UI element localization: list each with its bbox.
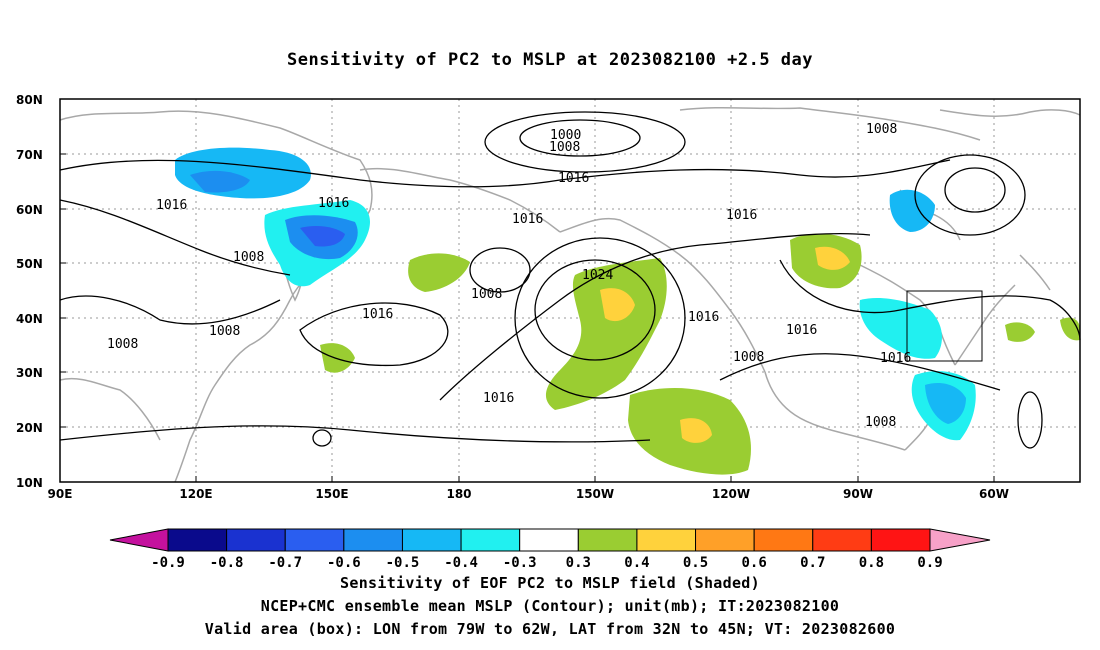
contour-label: 1016	[156, 198, 187, 213]
colorbar-label: 0.3	[566, 555, 591, 571]
contour-label: 1016	[880, 351, 911, 366]
contour-label: 1016	[362, 307, 393, 322]
axis-ticks	[60, 98, 995, 483]
lat-label: 10N	[16, 476, 43, 490]
contour-label: 1008	[233, 250, 264, 265]
plot-frame	[59, 98, 1081, 483]
coastlines	[59, 106, 1081, 483]
contour-label: 1016	[786, 323, 817, 338]
colorbar-cell	[577, 528, 638, 552]
contour-label: 1008	[733, 350, 764, 365]
colorbar-cell	[284, 528, 345, 552]
contour-label: 1016	[688, 310, 719, 325]
caption-shading: Sensitivity of EOF PC2 to MSLP field (Sh…	[340, 574, 760, 592]
colorbar-cell	[636, 528, 697, 552]
contour-label: 1008	[209, 324, 240, 339]
sensitivity-shading	[175, 147, 1080, 475]
contour-label: 1008	[471, 287, 502, 302]
contour-label: 1016	[512, 212, 543, 227]
contour-label: 1016	[483, 391, 514, 406]
colorbar-cell	[870, 528, 931, 552]
contour-label: 1008	[549, 140, 580, 155]
colorbar-label: -0.4	[444, 555, 478, 571]
colorbar-label: 0.7	[800, 555, 825, 571]
colorbar-high-arrow	[929, 528, 991, 552]
lat-label: 50N	[16, 257, 43, 271]
contour-label: 1016	[726, 208, 757, 223]
colorbar-cell	[343, 528, 403, 552]
contour-label: 1008	[865, 415, 896, 430]
contour-label: 1016	[318, 196, 349, 211]
contour-label: 1008	[866, 122, 897, 137]
lat-label: 30N	[16, 366, 43, 380]
colorbar-cell	[226, 528, 286, 552]
lon-label: 150W	[576, 487, 614, 501]
colorbar-label: -0.6	[327, 555, 361, 571]
colorbar-label: -0.7	[268, 555, 302, 571]
lon-label: 60W	[979, 487, 1009, 501]
lon-label: 150E	[315, 487, 348, 501]
contour-labels: 1000 1008 1016 1016 1016 1016 1016 1016 …	[107, 122, 911, 430]
lat-label: 80N	[16, 93, 43, 107]
colorbar-cell	[753, 528, 814, 552]
lon-label: 90W	[843, 487, 873, 501]
colorbar-label: -0.9	[151, 555, 185, 571]
lat-label: 70N	[16, 148, 43, 162]
colorbar-label: 0.5	[683, 555, 708, 571]
colorbar-cell	[401, 528, 462, 552]
contour-label: 1000	[550, 128, 581, 143]
lon-label: 180	[446, 487, 471, 501]
lat-label: 20N	[16, 421, 43, 435]
lon-label: 120W	[712, 487, 750, 501]
lon-label: 120E	[179, 487, 212, 501]
colorbar-label: 0.8	[859, 555, 884, 571]
caption-valid-area: Valid area (box): LON from 79W to 62W, L…	[204, 620, 896, 638]
lat-label: 40N	[16, 312, 43, 326]
colorbar-cell	[460, 528, 521, 552]
latitude-labels: 80N 70N 60N 50N 40N 30N 20N 10N	[16, 93, 43, 490]
contour-label: 1008	[107, 337, 138, 352]
lat-label: 60N	[16, 203, 43, 217]
colorbar-cell	[167, 528, 228, 552]
mslp-contours	[59, 111, 1081, 449]
colorbar-cell	[695, 528, 755, 552]
valid-area-box	[906, 290, 983, 362]
caption-contour: NCEP+CMC ensemble mean MSLP (Contour); u…	[260, 597, 840, 615]
map-title: Sensitivity of PC2 to MSLP at 2023082100…	[286, 50, 813, 70]
colorbar-label: -0.3	[503, 555, 537, 571]
colorbar-label: 0.4	[624, 555, 649, 571]
colorbar-label: -0.8	[210, 555, 244, 571]
lon-label: 90E	[48, 487, 73, 501]
colorbar-label: -0.5	[386, 555, 420, 571]
contour-label: 1024	[582, 268, 613, 283]
longitude-labels: 90E 120E 150E 180 150W 120W 90W 60W	[48, 487, 1009, 501]
colorbar-label: 0.6	[742, 555, 767, 571]
colorbar-cell	[519, 528, 579, 552]
colorbar-cell	[812, 528, 872, 552]
colorbar-label: 0.9	[917, 555, 942, 571]
contour-label: 1016	[558, 171, 589, 186]
colorbar: -0.9 -0.8 -0.7 -0.6 -0.5 -0.4 -0.3 0.3 0.4 0.5 0.6…	[109, 528, 991, 571]
colorbar-low-arrow	[109, 528, 169, 552]
